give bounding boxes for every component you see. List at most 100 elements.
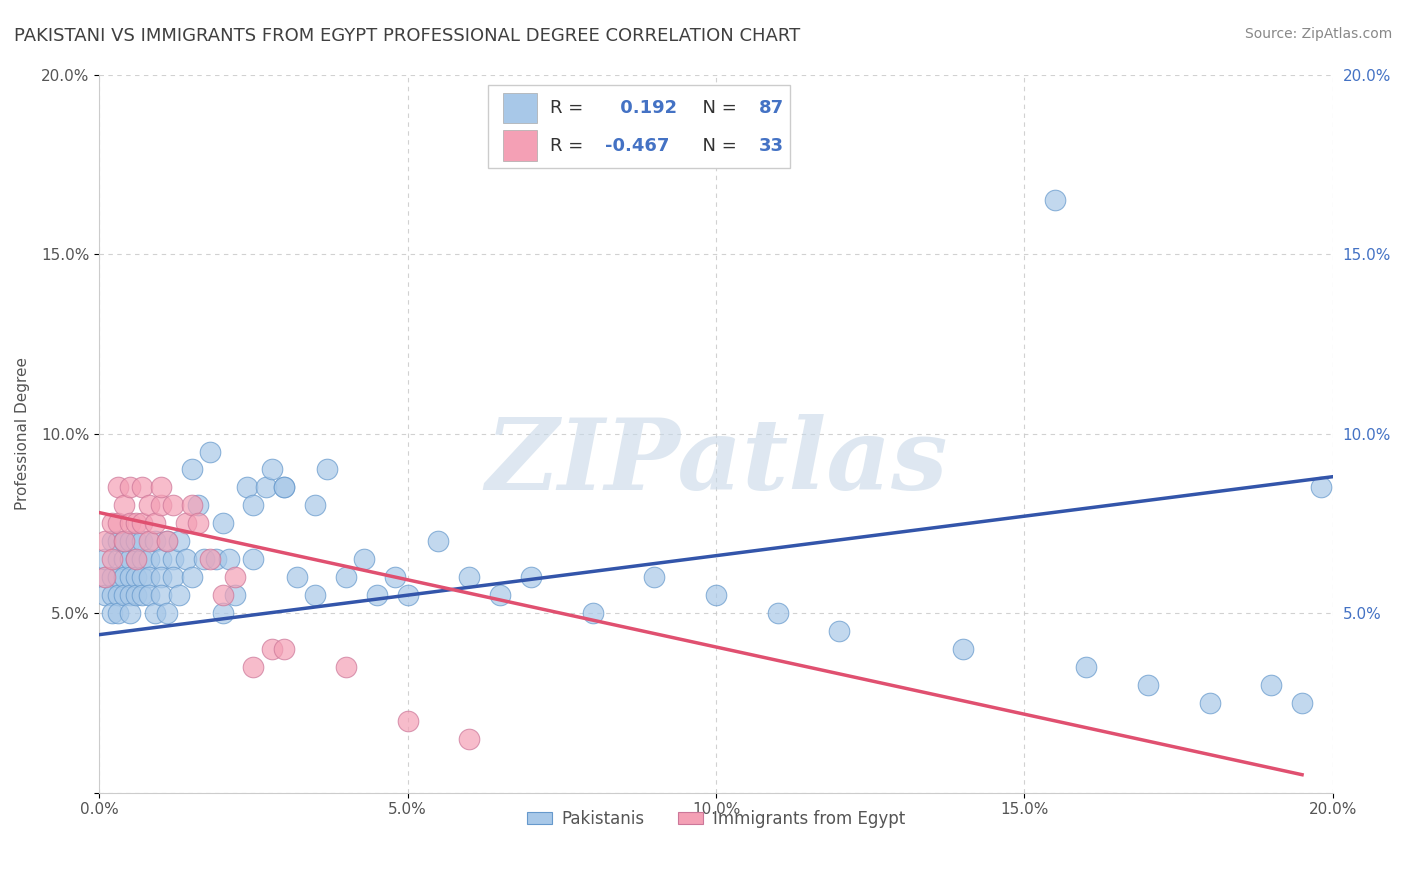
Point <box>149 480 172 494</box>
Point <box>131 516 153 531</box>
Text: N =: N = <box>692 99 742 117</box>
Point <box>273 642 295 657</box>
Point <box>242 499 264 513</box>
Point <box>94 552 117 566</box>
Point <box>458 570 481 584</box>
Point <box>316 462 339 476</box>
Point <box>260 642 283 657</box>
Point <box>304 588 326 602</box>
Point <box>254 480 277 494</box>
Point <box>458 731 481 746</box>
Point <box>107 516 129 531</box>
Point <box>224 570 246 584</box>
Point <box>273 480 295 494</box>
Point <box>149 570 172 584</box>
FancyBboxPatch shape <box>502 130 537 161</box>
Point <box>766 606 789 620</box>
Point <box>242 552 264 566</box>
Text: N =: N = <box>692 136 742 154</box>
Point <box>520 570 543 584</box>
Point <box>1309 480 1331 494</box>
Point <box>643 570 665 584</box>
Point <box>118 606 141 620</box>
Point <box>200 444 222 458</box>
Point <box>193 552 215 566</box>
Point <box>1076 660 1098 674</box>
Point <box>335 660 357 674</box>
Point <box>427 534 450 549</box>
Point <box>131 570 153 584</box>
Text: Source: ZipAtlas.com: Source: ZipAtlas.com <box>1244 27 1392 41</box>
Point <box>285 570 308 584</box>
Point <box>162 570 184 584</box>
Point <box>118 480 141 494</box>
Point <box>112 499 135 513</box>
Point <box>125 534 148 549</box>
Point <box>187 499 209 513</box>
Point <box>143 534 166 549</box>
Point <box>1136 678 1159 692</box>
Text: -0.467: -0.467 <box>605 136 669 154</box>
Point <box>180 499 202 513</box>
Point <box>94 570 117 584</box>
Point <box>353 552 375 566</box>
Point <box>125 516 148 531</box>
Point <box>260 462 283 476</box>
Text: PAKISTANI VS IMMIGRANTS FROM EGYPT PROFESSIONAL DEGREE CORRELATION CHART: PAKISTANI VS IMMIGRANTS FROM EGYPT PROFE… <box>14 27 800 45</box>
Point <box>143 606 166 620</box>
Point <box>118 534 141 549</box>
Point <box>211 588 233 602</box>
Point <box>149 588 172 602</box>
Point <box>180 462 202 476</box>
Point <box>180 570 202 584</box>
Point <box>1291 696 1313 710</box>
Y-axis label: Professional Degree: Professional Degree <box>15 357 30 510</box>
Point <box>384 570 406 584</box>
Point <box>156 606 179 620</box>
Text: ZIPatlas: ZIPatlas <box>485 414 948 510</box>
Point <box>205 552 228 566</box>
Point <box>107 570 129 584</box>
Point <box>138 588 160 602</box>
Point <box>704 588 727 602</box>
Point <box>118 552 141 566</box>
Point <box>156 534 179 549</box>
FancyBboxPatch shape <box>488 86 790 168</box>
Point <box>100 534 122 549</box>
Point <box>335 570 357 584</box>
Point <box>100 516 122 531</box>
Point <box>125 552 148 566</box>
Text: R =: R = <box>550 136 589 154</box>
Point <box>118 588 141 602</box>
Point <box>112 588 135 602</box>
Text: 0.192: 0.192 <box>613 99 676 117</box>
Text: R =: R = <box>550 99 589 117</box>
Point <box>156 534 179 549</box>
Text: 33: 33 <box>759 136 785 154</box>
Point <box>1045 193 1067 207</box>
Point <box>138 570 160 584</box>
Point <box>131 588 153 602</box>
Point <box>112 534 135 549</box>
Point <box>218 552 240 566</box>
Point <box>131 552 153 566</box>
Point <box>107 480 129 494</box>
Point <box>169 534 191 549</box>
Point <box>169 588 191 602</box>
Point <box>224 588 246 602</box>
Point <box>828 624 851 638</box>
Point <box>211 516 233 531</box>
Point <box>242 660 264 674</box>
Point <box>107 534 129 549</box>
Point <box>236 480 259 494</box>
Point <box>187 516 209 531</box>
Point <box>138 552 160 566</box>
Point <box>211 606 233 620</box>
Point <box>162 552 184 566</box>
Point <box>118 516 141 531</box>
Point <box>582 606 605 620</box>
Point <box>94 570 117 584</box>
Point <box>162 499 184 513</box>
Point <box>107 606 129 620</box>
Point <box>200 552 222 566</box>
